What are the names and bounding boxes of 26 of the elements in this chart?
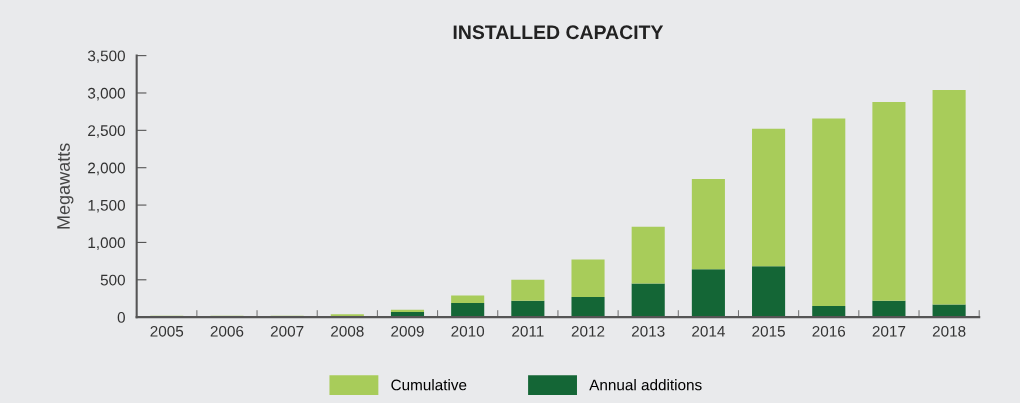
x-tick-label: 2014 [692,325,725,337]
x-tick-label: 2010 [451,325,485,337]
chart-title: INSTALLED CAPACITY [453,25,664,40]
y-tick-label: 3,500 [87,50,125,64]
y-tick-label: 3,000 [87,87,125,101]
legend-label: Annual additions [589,379,702,391]
x-tick-label: 2012 [571,325,605,337]
y-axis-title: Megawatts [57,143,74,229]
x-tick-label: 2008 [331,325,364,337]
y-tick-label: 500 [100,274,125,286]
x-tick-label: 2005 [150,325,184,337]
x-tick-label: 2015 [752,325,785,337]
y-tick-label: 2,500 [88,125,125,138]
legend-label: Cumulative [391,379,467,391]
y-tick-label: 2,000 [88,162,125,176]
y-tick-label: 0 [117,312,125,323]
x-tick-label: 2009 [391,325,424,337]
x-tick-label: 2007 [270,325,304,337]
y-tick-label: 1,000 [88,237,125,250]
x-tick-label: 2017 [872,325,906,337]
x-tick-label: 2006 [210,325,244,337]
y-tick-label: 1,500 [88,199,125,213]
x-tick-label: 2016 [812,325,846,337]
x-tick-label: 2018 [932,325,966,337]
x-tick-label: 2011 [512,325,544,337]
x-tick-label: 2013 [631,325,665,337]
